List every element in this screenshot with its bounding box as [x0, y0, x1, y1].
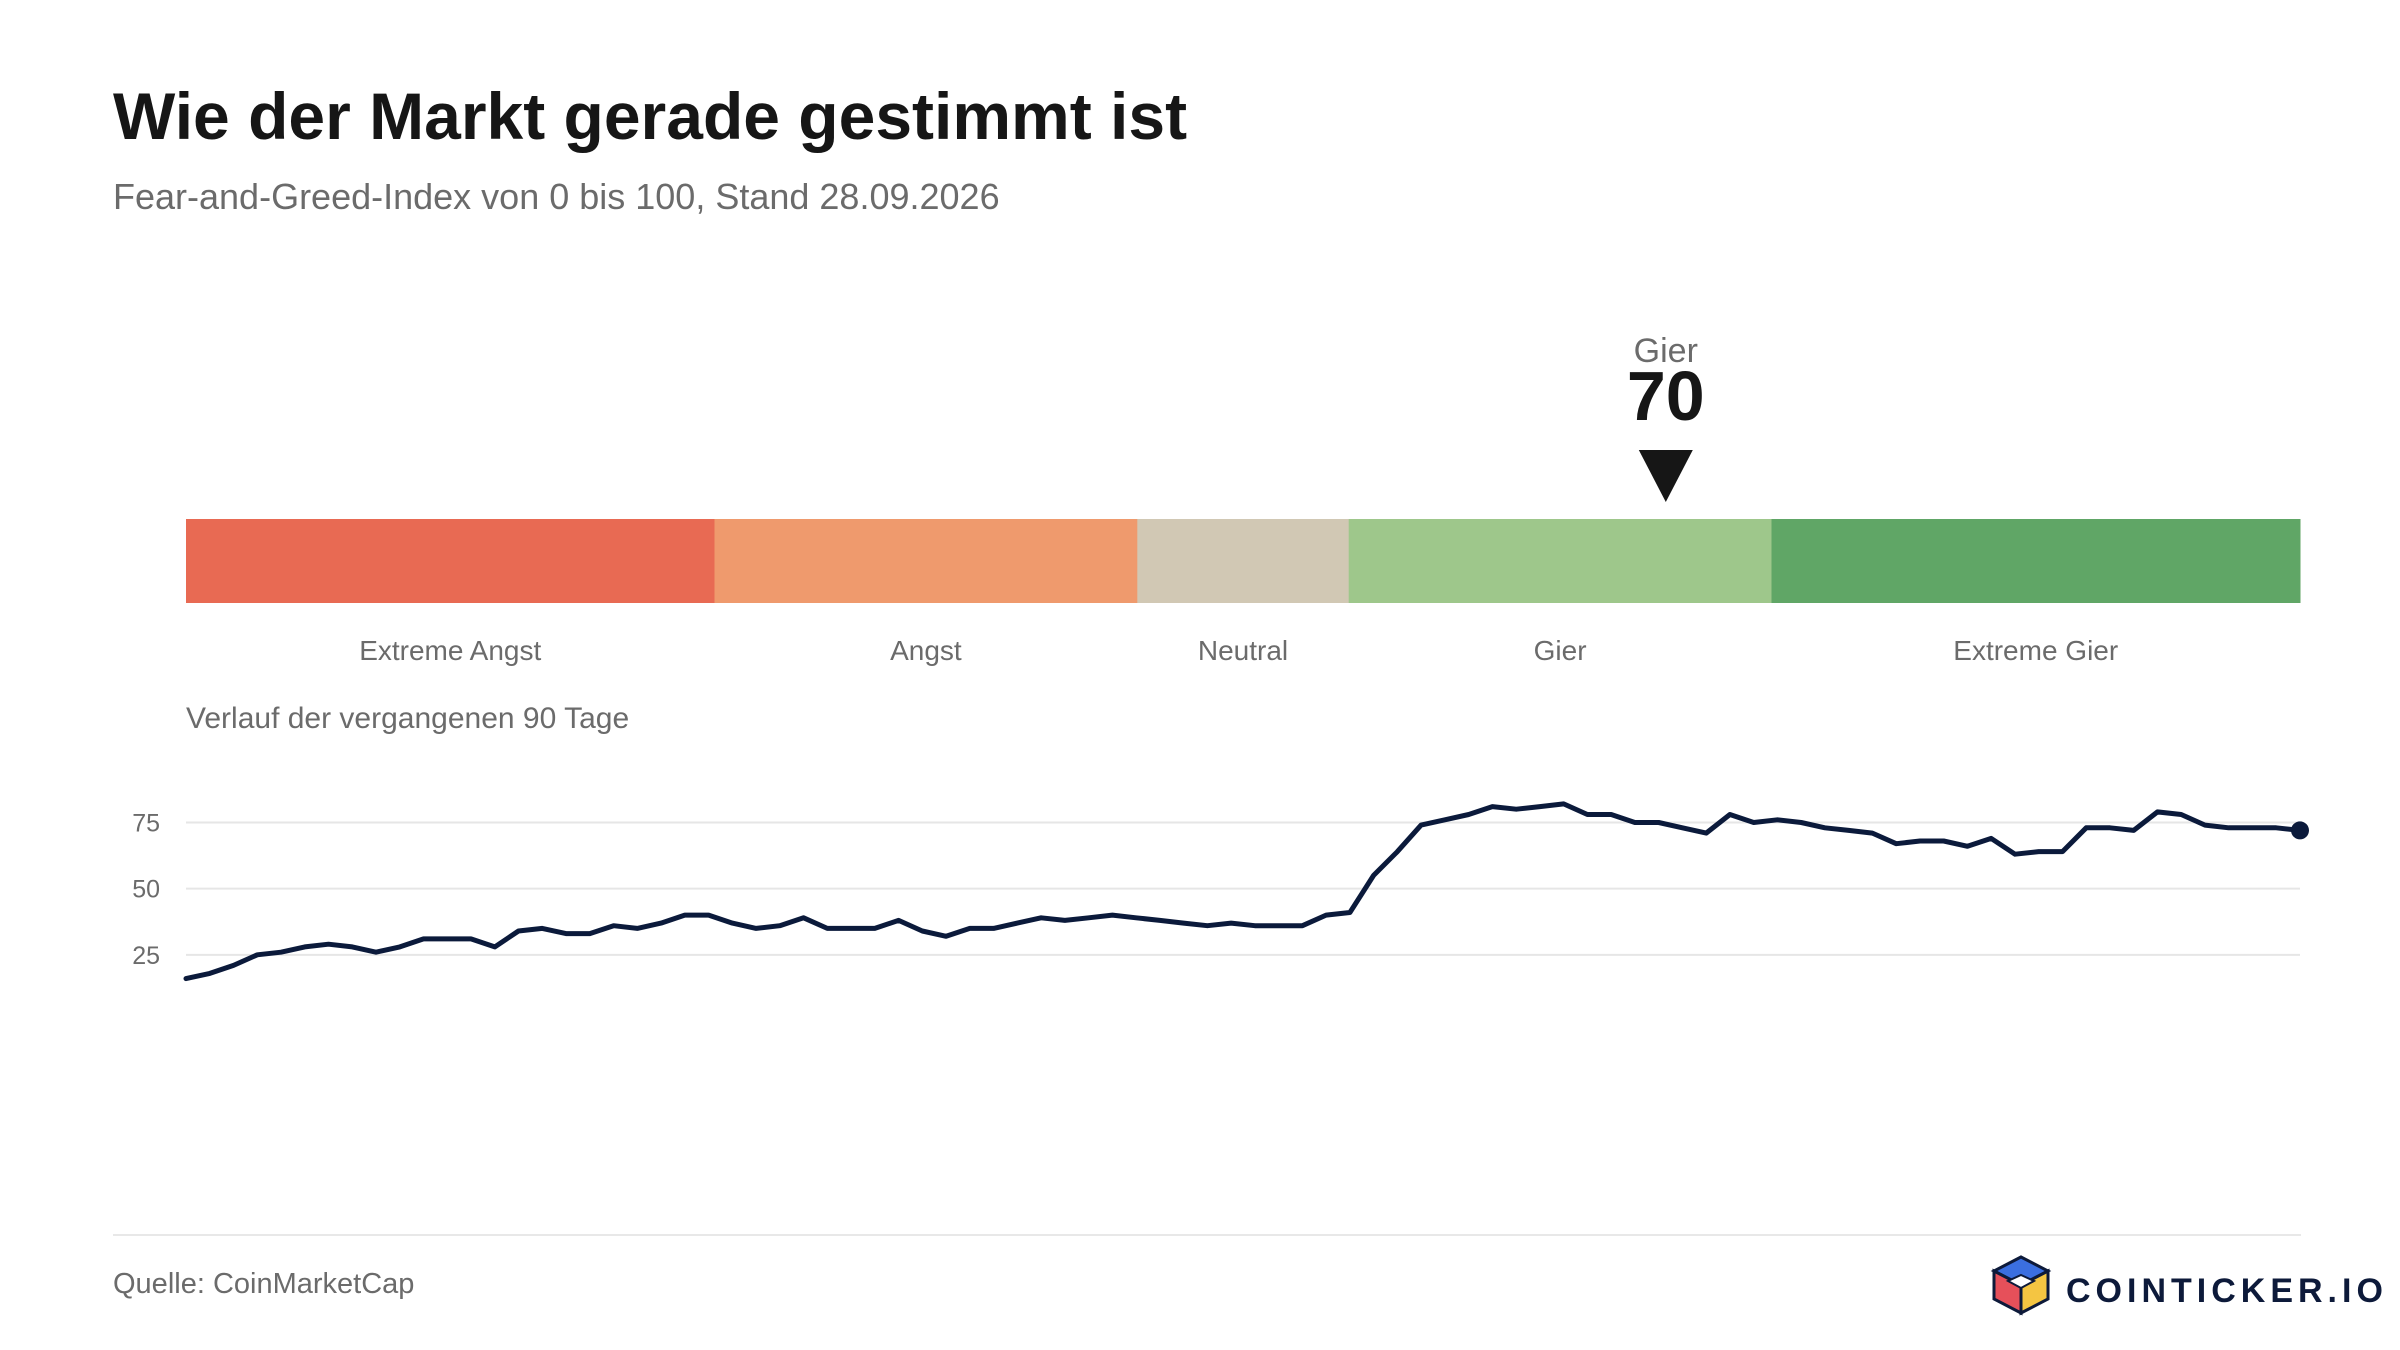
chart-title: Wie der Markt gerade gestimmt ist: [113, 79, 1188, 153]
gauge-zone: [1348, 519, 1772, 603]
gauge-zone-label: Neutral: [1198, 635, 1288, 666]
gauge-zone-label: Extreme Gier: [1953, 635, 2118, 666]
chart-subtitle: Fear-and-Greed-Index von 0 bis 100, Stan…: [113, 176, 1000, 217]
footer-divider: [113, 1234, 2301, 1236]
history-title: Verlauf der vergangenen 90 Tage: [186, 702, 629, 735]
gauge-value: 70: [1627, 357, 1705, 435]
source-note: Quelle: CoinMarketCap: [113, 1268, 415, 1300]
brand-logo: COINTICKER.IO: [1990, 1250, 2400, 1320]
gauge-zone-label: Gier: [1534, 635, 1587, 666]
history-end-point: [2291, 821, 2309, 840]
y-tick-label: 75: [132, 809, 160, 837]
gauge-zone-label: Extreme Angst: [359, 635, 541, 666]
gauge-zone: [1771, 519, 2301, 603]
history-line: [183, 801, 2303, 982]
y-tick-label: 25: [132, 942, 160, 970]
gauge-zone-label: Angst: [890, 635, 962, 666]
gauge-marker: [1638, 450, 1693, 502]
cube-logo-icon: [1990, 1255, 2052, 1316]
gauge-zone: [186, 519, 715, 603]
gauge-zone: [714, 519, 1138, 603]
brand-name: COINTICKER.IO: [2066, 1271, 2388, 1310]
gauge-value-label: Gier: [1634, 332, 1698, 370]
gauge-zone: [1137, 519, 1350, 603]
y-tick-label: 50: [132, 876, 160, 904]
